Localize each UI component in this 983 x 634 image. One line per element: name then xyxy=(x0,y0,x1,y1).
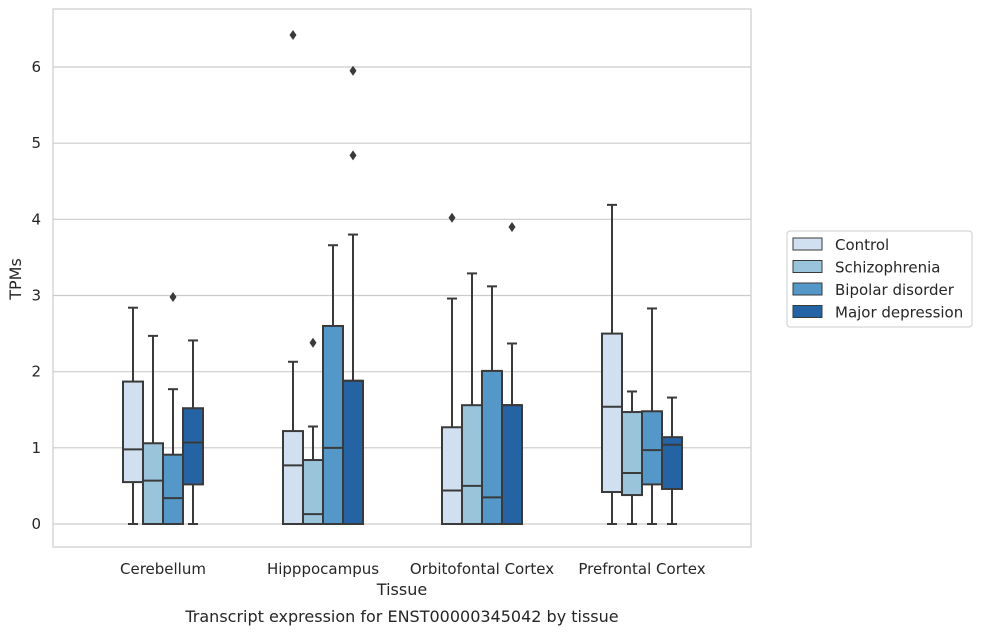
box-body xyxy=(122,380,144,484)
legend-label: Major depression xyxy=(835,304,963,322)
legend-label: Control xyxy=(835,236,889,254)
x-tick-label: Cerebellum xyxy=(120,560,206,578)
y-tick-label: 6 xyxy=(31,58,41,76)
outlier-point xyxy=(508,221,516,232)
x-tick-label: Prefrontal Cortex xyxy=(578,560,705,578)
outlier-point xyxy=(448,212,456,223)
box-body xyxy=(182,407,204,486)
box xyxy=(342,65,364,525)
legend-swatch xyxy=(792,260,823,273)
box xyxy=(122,306,144,525)
y-tick-label: 2 xyxy=(31,363,41,381)
outlier-point xyxy=(349,65,357,76)
box-body xyxy=(441,426,463,526)
legend-label: Bipolar disorder xyxy=(835,281,955,299)
series-bipolar-disorder xyxy=(162,244,663,526)
box xyxy=(461,272,483,525)
series-schizophrenia xyxy=(142,272,643,525)
y-tick-label: 5 xyxy=(31,134,41,152)
outlier-point xyxy=(309,337,317,348)
box-body xyxy=(142,442,164,525)
box-body xyxy=(342,379,364,525)
series-control xyxy=(122,30,623,526)
box xyxy=(302,337,324,525)
box-body xyxy=(641,410,663,486)
x-axis-label: Tissue xyxy=(376,580,427,599)
series-major-depression xyxy=(182,65,683,525)
box-body xyxy=(661,436,683,490)
y-tick-label: 3 xyxy=(31,287,41,305)
box xyxy=(661,396,683,525)
legend-frame xyxy=(786,230,973,328)
x-tick-label: Orbitofontal Cortex xyxy=(410,560,554,578)
box-body xyxy=(601,332,623,494)
box xyxy=(182,339,204,525)
box xyxy=(162,292,184,525)
box xyxy=(142,334,164,525)
box xyxy=(481,285,503,525)
box xyxy=(322,244,344,526)
x-tick-label: Hipppocampus xyxy=(267,560,379,578)
plot-area-frame xyxy=(52,8,752,548)
y-tick-label: 4 xyxy=(31,210,41,228)
box-body xyxy=(621,411,643,497)
box-body xyxy=(481,369,503,525)
box xyxy=(501,221,523,525)
legend-swatch xyxy=(792,282,823,296)
legend-label: Schizophrenia xyxy=(835,259,940,277)
box-series-group xyxy=(122,30,683,526)
y-tick-label: 1 xyxy=(31,439,41,457)
box-body xyxy=(322,324,344,526)
box-body xyxy=(282,430,304,525)
outlier-point xyxy=(349,150,357,161)
legend-swatch xyxy=(792,305,823,318)
outlier-point xyxy=(169,292,177,303)
legend-swatch xyxy=(792,237,823,251)
y-axis-label: TPMs xyxy=(6,258,25,301)
x-tick-labels: Cerebellum Hipppocampus Orbitofontal Corte… xyxy=(120,560,706,578)
box-body xyxy=(162,453,184,525)
y-tick-labels: 0 1 2 3 4 5 6 xyxy=(31,58,41,533)
box xyxy=(621,390,643,525)
outlier-point xyxy=(289,30,297,41)
box-body xyxy=(461,404,483,525)
chart-caption: Transcript expression for ENST0000034504… xyxy=(184,607,618,626)
y-tick-label: 0 xyxy=(31,515,41,533)
legend: Control Schizophrenia Bipolar disorder Majo… xyxy=(786,230,973,328)
box xyxy=(441,212,463,526)
box-body xyxy=(501,404,523,525)
